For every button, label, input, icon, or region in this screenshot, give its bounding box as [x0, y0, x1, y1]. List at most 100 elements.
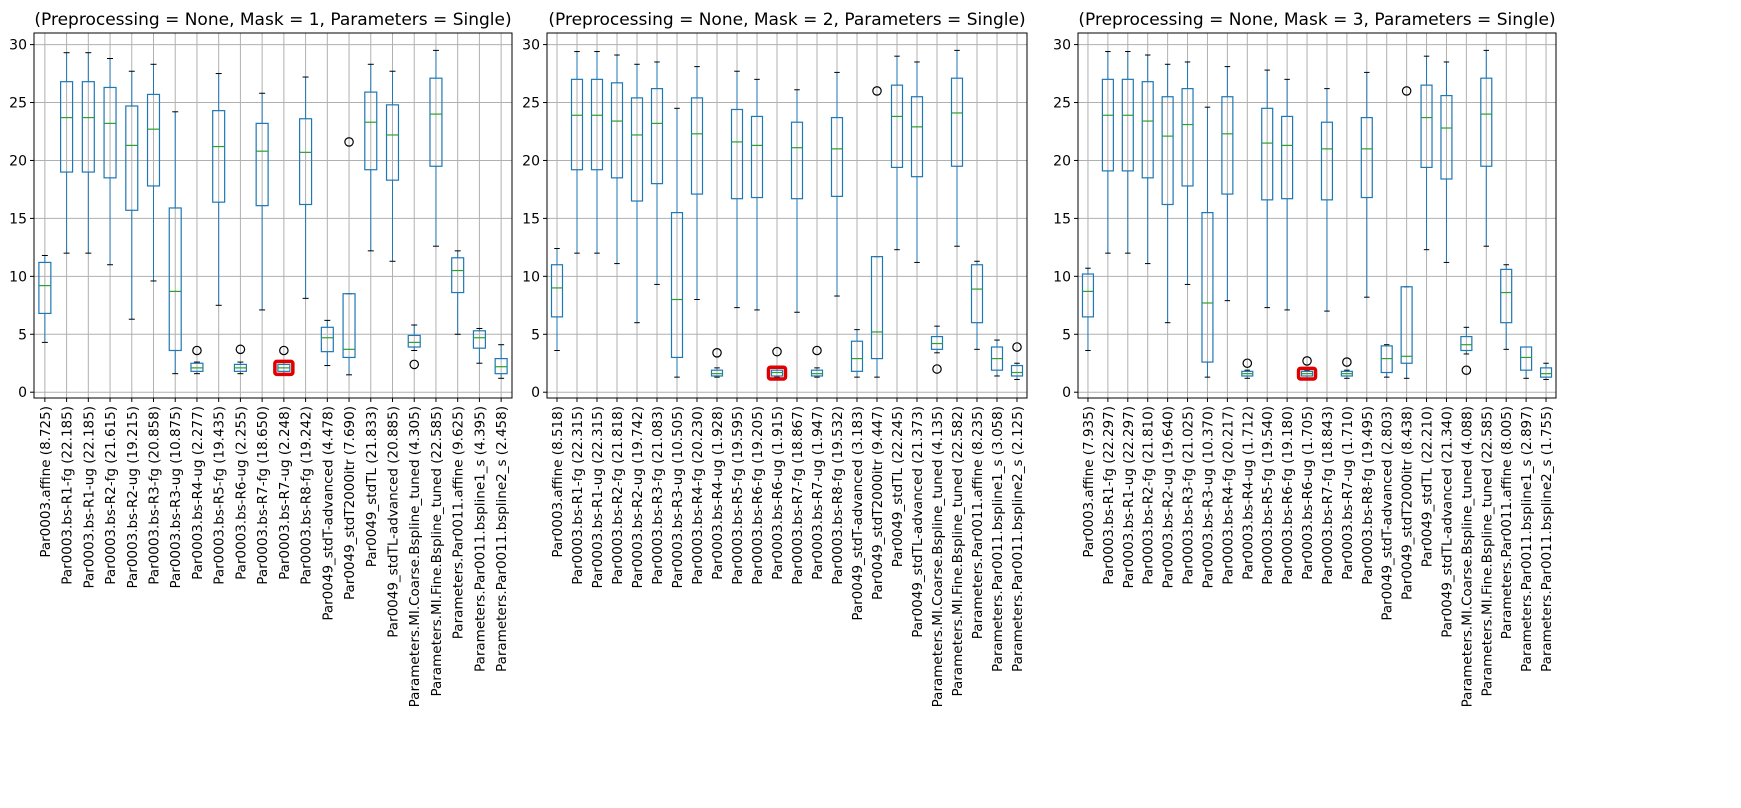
box-group [190, 345, 204, 375]
outlier-point [344, 137, 354, 147]
box-group [766, 346, 788, 381]
box-iqr [850, 340, 864, 372]
x-tick-label: Par0003.bs-R6-ug (1.705) [1300, 406, 1316, 580]
box-group [255, 92, 269, 311]
box-group [146, 63, 161, 282]
x-tick-label: Parameters.Par0011.affine (9.625) [451, 406, 467, 639]
box-group [710, 348, 724, 378]
x-tick-label: Par0049_stdTL-advanced (21.340) [1439, 406, 1455, 638]
box-group [60, 52, 74, 254]
box-group [610, 54, 624, 265]
x-tick-label: Par0003.bs-R4-ug (1.712) [1240, 406, 1256, 580]
x-tick-label: Par0049_stdTL (22.245) [890, 406, 906, 567]
x-tick-label: Par0003.bs-R2-fg (21.615) [103, 406, 119, 585]
chart-title: (Preprocessing = None, Mask = 3, Paramet… [1078, 10, 1555, 30]
box-iqr [690, 97, 704, 195]
chart-panel-1: 0 5 10 15 20 25 30 Par0003.affine (8.725) Par000… [9, 10, 513, 707]
box-group [1221, 66, 1234, 302]
box-iqr [125, 105, 139, 211]
x-tick-label: Par0003.bs-R7-fg (18.867) [790, 406, 806, 585]
box-group [233, 344, 247, 375]
outlier-point [235, 344, 246, 355]
x-tick-label: Parameters.Par0011.bspline2_s (2.458) [494, 406, 510, 672]
x-tick-label: Par0003.bs-R3-ug (10.875) [168, 406, 184, 589]
box-group [1241, 358, 1254, 379]
x-tick-label: Par0003.bs-R8-fg (19.495) [1360, 406, 1376, 585]
x-tick-label: Par0003.bs-R7-ug (2.248) [277, 406, 293, 580]
x-tick-label: Par0003.bs-R3-ug (10.370) [1200, 406, 1216, 589]
x-tick-label: Par0049_stdT2000itr (7.690) [342, 406, 358, 600]
x-tick-label: Par0003.bs-R2-ug (19.640) [1161, 406, 1177, 589]
box-group [472, 327, 486, 364]
x-tick-label: Par0003.affine (7.935) [1081, 406, 1097, 558]
box-iqr [970, 264, 984, 324]
box-group [273, 345, 295, 377]
x-tick-label: Par0003.bs-R6-fg (19.180) [1280, 406, 1296, 585]
x-tick-label: Par0003.bs-R3-ug (10.505) [670, 406, 686, 589]
chart-title: (Preprocessing = None, Mask = 1, Paramet… [34, 10, 511, 30]
box-group [1161, 63, 1174, 324]
box-group [38, 254, 52, 343]
box-iqr [1480, 77, 1493, 167]
box-iqr [385, 104, 400, 181]
y-tick-label: 20 [9, 153, 27, 169]
box-iqr [570, 78, 584, 171]
plot-frame [1077, 32, 1557, 399]
x-tick-label: Parameters.Par0011.bspline2_s (2.125) [1010, 406, 1026, 672]
y-tick-label: 5 [18, 327, 27, 343]
chart-title: (Preprocessing = None, Mask = 2, Paramet… [548, 10, 1025, 30]
box-group [570, 51, 584, 254]
box-group [103, 57, 117, 266]
box-iqr [60, 81, 74, 173]
x-tick-label: Par0003.bs-R4-ug (2.277) [190, 406, 206, 580]
x-tick-label: Par0003.bs-R3-fg (21.025) [1181, 406, 1197, 585]
x-tick-label: Par0003.bs-R3-fg (21.083) [650, 406, 666, 585]
y-tick-label: 30 [1053, 38, 1071, 54]
box-iqr [1161, 96, 1174, 206]
box-iqr [1420, 84, 1433, 169]
x-tick-label: Parameters.MI.Fine.Bspline_tuned (22.585… [429, 406, 445, 697]
x-tick-label: Parameters.Par0011.bspline1_s (2.897) [1519, 406, 1535, 672]
box-iqr [630, 97, 644, 202]
x-tick-label: Par0049_stdT2000itr (9.447) [870, 406, 886, 600]
box-iqr [81, 81, 95, 173]
outlier-point [192, 345, 202, 356]
box-group [81, 52, 95, 254]
outlier-point [1242, 358, 1253, 369]
x-tick-label: Par0049_stdTL (22.210) [1420, 406, 1436, 567]
box-group [1201, 106, 1214, 378]
box-iqr [1400, 286, 1413, 364]
x-tick-label: Parameters.MI.Coarse.Bspline_tuned (4.30… [407, 406, 423, 707]
x-tick-label: Par0003.bs-R4-ug (1.928) [710, 406, 726, 580]
y-tick-label: 0 [18, 385, 27, 401]
outlier-point [772, 346, 782, 357]
box-group [1460, 326, 1473, 375]
box-group [750, 78, 764, 311]
box-iqr [890, 84, 904, 169]
x-tick-label: Parameters.MI.Coarse.Bspline_tuned (4.08… [1459, 406, 1475, 707]
box-iqr [364, 91, 378, 171]
x-tick-label: Par0049_stdT-advanced (4.478) [320, 406, 336, 621]
x-tick-label: Parameters.MI.Fine.Bspline_tuned (22.585… [1479, 406, 1495, 697]
box-iqr [1141, 81, 1154, 179]
box-group [970, 260, 984, 350]
box-iqr [670, 212, 684, 359]
box-group [1420, 55, 1433, 251]
highlight-marker [273, 359, 295, 377]
box-iqr [1539, 367, 1553, 378]
box-iqr [299, 118, 313, 206]
highlight-marker [766, 365, 788, 381]
box-iqr [168, 207, 182, 352]
box-iqr [407, 334, 421, 348]
x-tick-label: Par0049_stdTL-advanced (20.885) [386, 406, 402, 638]
x-tick-label: Parameters.MI.Coarse.Bspline_tuned (4.13… [930, 406, 946, 707]
box-group [1340, 357, 1353, 379]
box-group [730, 70, 744, 309]
box-group [950, 49, 964, 247]
box-group [810, 345, 824, 378]
box-iqr [1440, 94, 1453, 180]
outlier-point [872, 86, 882, 96]
box-iqr [1320, 121, 1334, 201]
